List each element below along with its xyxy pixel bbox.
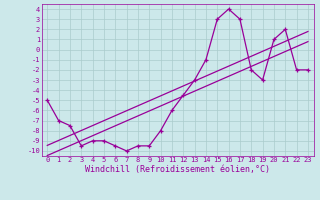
- X-axis label: Windchill (Refroidissement éolien,°C): Windchill (Refroidissement éolien,°C): [85, 165, 270, 174]
